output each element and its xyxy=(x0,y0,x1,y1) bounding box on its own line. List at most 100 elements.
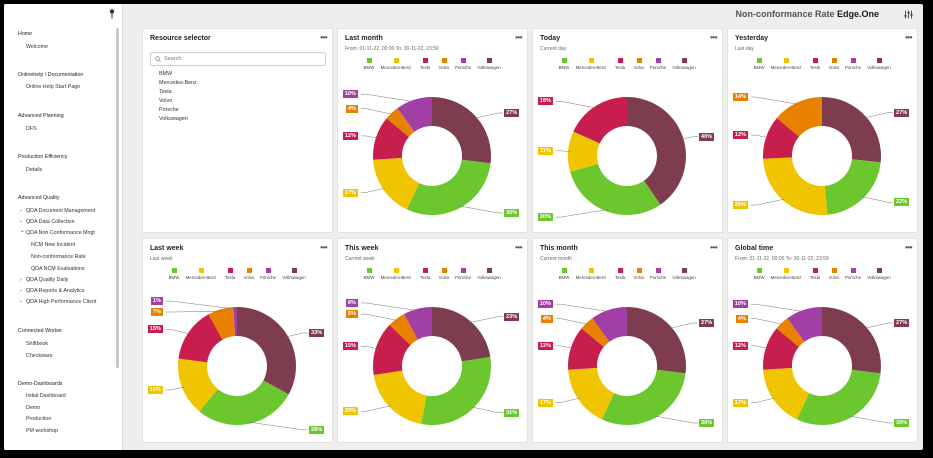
donut-slice[interactable] xyxy=(776,97,822,137)
legend-item[interactable]: Tesla xyxy=(405,58,445,70)
sidebar-item[interactable]: Production xyxy=(26,416,51,422)
resource-list-item[interactable]: Porsche xyxy=(159,107,179,113)
donut-slice[interactable] xyxy=(373,118,409,160)
resource-list-item[interactable]: Volvo xyxy=(159,98,173,104)
card-menu-button[interactable]: ••• xyxy=(320,33,327,42)
donut-slice[interactable] xyxy=(822,97,881,163)
sidebar-item[interactable]: › QDA High Performance Client xyxy=(20,299,96,305)
donut-slice[interactable] xyxy=(568,328,604,370)
legend-item[interactable]: Volkswagen xyxy=(859,58,899,70)
donut-slice[interactable] xyxy=(627,307,686,374)
donut-slice[interactable] xyxy=(796,369,881,425)
legend-item[interactable]: Volvo xyxy=(424,268,464,280)
donut-slice[interactable] xyxy=(763,157,828,215)
legend-item[interactable]: Tesla xyxy=(600,58,640,70)
legend-item[interactable]: Porsche xyxy=(248,268,288,280)
legend-item[interactable]: Mercedes-Benz xyxy=(376,58,416,70)
donut-slice[interactable] xyxy=(432,97,491,164)
sidebar-item[interactable]: › QDA Data Collection xyxy=(20,219,75,225)
donut-slice[interactable] xyxy=(208,307,236,340)
legend-item[interactable]: Volkswagen xyxy=(664,58,704,70)
chevron-right-icon[interactable]: › xyxy=(20,288,22,294)
donut-slice[interactable] xyxy=(421,356,491,425)
card-menu-button[interactable]: ••• xyxy=(515,243,522,252)
donut-slice[interactable] xyxy=(389,314,418,346)
resource-list-item[interactable]: Volkswagen xyxy=(159,116,188,122)
card-menu-button[interactable]: ••• xyxy=(515,33,522,42)
legend-item[interactable]: Volvo xyxy=(619,268,659,280)
legend-item[interactable]: Volvo xyxy=(229,268,269,280)
legend-item[interactable]: BMW xyxy=(739,268,779,280)
legend-item[interactable]: Porsche xyxy=(443,58,483,70)
donut-slice[interactable] xyxy=(404,307,432,340)
sidebar-item[interactable]: DFS xyxy=(26,126,37,132)
donut-slice[interactable] xyxy=(601,369,686,425)
legend-item[interactable]: Mercedes-Benz xyxy=(766,268,806,280)
sidebar-item[interactable]: Online Help Start Page xyxy=(26,84,80,90)
legend-item[interactable]: BMW xyxy=(154,268,194,280)
donut-slice[interactable] xyxy=(592,307,627,342)
sidebar-item[interactable]: Shiftbook xyxy=(26,341,48,347)
legend-item[interactable]: Volkswagen xyxy=(859,268,899,280)
donut-slice[interactable] xyxy=(776,318,805,347)
chevron-right-icon[interactable]: › xyxy=(20,277,22,283)
donut-slice[interactable] xyxy=(386,108,415,137)
legend-item[interactable]: Volvo xyxy=(619,58,659,70)
legend-item[interactable]: Volkswagen xyxy=(664,268,704,280)
card-menu-button[interactable]: ••• xyxy=(905,33,912,42)
sidebar-item[interactable]: Initial Dashboard xyxy=(26,393,66,399)
sidebar-item[interactable]: ⌄ QDA Non Conformance Mngt xyxy=(20,228,95,236)
resource-list-item[interactable]: Tesla xyxy=(159,89,172,95)
legend-item[interactable]: Tesla xyxy=(405,268,445,280)
legend-item[interactable]: Porsche xyxy=(833,268,873,280)
card-menu-button[interactable]: ••• xyxy=(905,243,912,252)
donut-slice[interactable] xyxy=(627,97,686,205)
donut-slice[interactable] xyxy=(237,307,296,395)
sidebar-item[interactable]: › QDA Reports & Analytics xyxy=(20,288,85,294)
sliders-icon[interactable] xyxy=(904,10,913,19)
donut-slice[interactable] xyxy=(822,307,881,374)
resource-list-item[interactable]: Mercedes-Benz xyxy=(159,80,197,86)
donut-slice[interactable] xyxy=(763,117,800,159)
donut-slice[interactable] xyxy=(178,314,223,363)
donut-slice[interactable] xyxy=(581,318,610,347)
donut-slice[interactable] xyxy=(199,380,289,425)
chevron-right-icon[interactable]: › xyxy=(20,299,22,305)
legend-item[interactable]: Volvo xyxy=(814,58,854,70)
sidebar-item[interactable]: › QDA Document Management xyxy=(20,208,95,214)
legend-item[interactable]: Porsche xyxy=(638,268,678,280)
donut-slice[interactable] xyxy=(570,163,661,216)
chevron-down-icon[interactable]: ⌄ xyxy=(20,228,25,234)
legend-item[interactable]: Volvo xyxy=(814,268,854,280)
sidebar-item[interactable]: › QDA Quality Daily xyxy=(20,277,68,283)
donut-slice[interactable] xyxy=(763,328,799,370)
sidebar-item[interactable]: Demo xyxy=(26,405,40,411)
legend-item[interactable]: Tesla xyxy=(795,58,835,70)
legend-item[interactable]: Mercedes-Benz xyxy=(181,268,221,280)
legend-item[interactable]: BMW xyxy=(544,268,584,280)
legend-item[interactable]: Porsche xyxy=(638,58,678,70)
donut-slice[interactable] xyxy=(787,307,822,342)
donut-slice[interactable] xyxy=(406,159,491,216)
legend-item[interactable]: BMW xyxy=(544,58,584,70)
legend-item[interactable]: BMW xyxy=(349,268,389,280)
donut-slice[interactable] xyxy=(373,157,420,210)
legend-item[interactable]: Tesla xyxy=(210,268,250,280)
donut-slice[interactable] xyxy=(373,324,411,376)
legend-item[interactable]: Volkswagen xyxy=(469,58,509,70)
legend-item[interactable]: Mercedes-Benz xyxy=(376,268,416,280)
legend-item[interactable]: Mercedes-Benz xyxy=(571,58,611,70)
sidebar-item[interactable]: Welcome xyxy=(26,44,48,50)
donut-slice[interactable] xyxy=(568,131,600,172)
card-menu-button[interactable]: ••• xyxy=(710,33,717,42)
sidebar-item[interactable]: QDA NCM Evaluations xyxy=(31,266,85,272)
sidebar-scrollbar[interactable] xyxy=(116,28,119,368)
donut-slice[interactable] xyxy=(763,367,810,420)
donut-slice[interactable] xyxy=(178,358,218,412)
card-menu-button[interactable]: ••• xyxy=(320,243,327,252)
sidebar-item[interactable]: Checkware xyxy=(26,353,53,359)
search-input[interactable] xyxy=(164,54,319,64)
legend-item[interactable]: Volkswagen xyxy=(469,268,509,280)
sidebar-item[interactable]: Details xyxy=(26,167,42,173)
sidebar-item[interactable]: NCM New Incident xyxy=(31,242,75,248)
